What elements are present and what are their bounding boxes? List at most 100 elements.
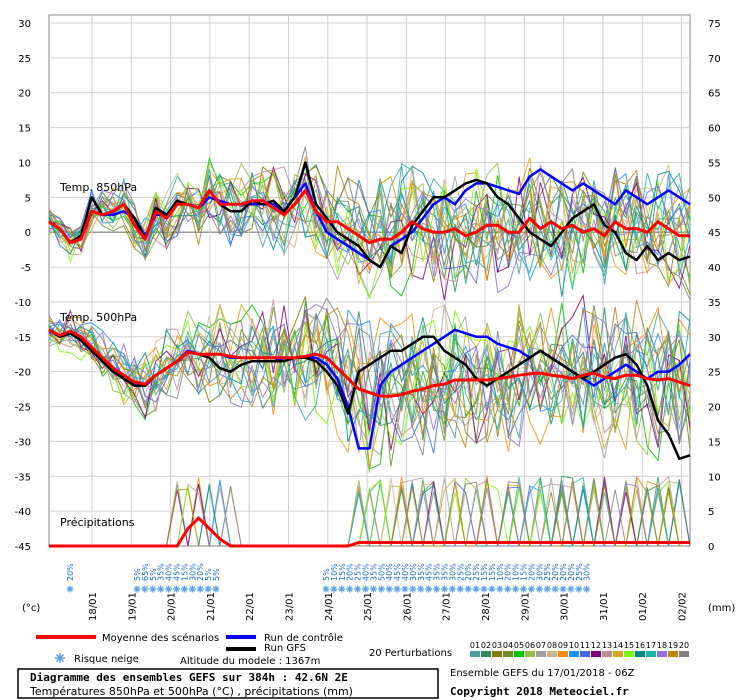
left-tick-label: 25 bbox=[18, 54, 31, 65]
snowflake-stroke bbox=[457, 586, 464, 592]
snow-risk-label: 35% bbox=[417, 563, 426, 581]
snowflake-icon bbox=[567, 585, 575, 593]
snowflake-stroke bbox=[157, 586, 164, 592]
snowflake-stroke bbox=[205, 586, 212, 592]
date-label: 26/01 bbox=[402, 592, 413, 621]
snowflake-icon bbox=[55, 653, 65, 663]
perturbations-label: 20 Perturbations bbox=[369, 648, 452, 659]
snowflake-stroke bbox=[567, 586, 574, 592]
snowflake-stroke bbox=[496, 586, 503, 592]
snowflake-stroke bbox=[575, 586, 582, 592]
snowflake-stroke bbox=[338, 586, 345, 592]
snowflake-stroke bbox=[433, 586, 440, 592]
snowflake-icon bbox=[401, 585, 409, 593]
snowflake-stroke bbox=[520, 586, 527, 592]
snow-risk-label: 10% bbox=[330, 563, 339, 581]
perturbation-swatch bbox=[646, 651, 656, 657]
left-tick-label: -25 bbox=[15, 403, 31, 414]
left-tick-label: 5 bbox=[25, 193, 31, 204]
perturbation-id: 07 bbox=[536, 641, 546, 650]
snowflake-icon bbox=[330, 585, 338, 593]
snowflake-icon bbox=[417, 585, 425, 593]
snow-risk-label: 5% bbox=[212, 568, 221, 581]
perturbation-swatch bbox=[470, 651, 480, 657]
snowflake-icon bbox=[583, 585, 591, 593]
legend-snow-label: Risque neige bbox=[74, 654, 139, 665]
date-label: 31/01 bbox=[599, 592, 610, 621]
snow-risk-label: 10% bbox=[512, 563, 521, 581]
snow-risk-label: 45% bbox=[393, 563, 402, 581]
perturbation-850-line bbox=[48, 166, 691, 301]
snowflake-icon bbox=[141, 585, 149, 593]
snowflake-stroke bbox=[386, 586, 393, 592]
perturbation-id: 15 bbox=[624, 641, 634, 650]
perturbation-id: 09 bbox=[558, 641, 568, 650]
date-label: 01/02 bbox=[638, 592, 649, 621]
date-label: 24/01 bbox=[324, 592, 335, 621]
legend-control-label: Run de contrôle bbox=[264, 632, 343, 644]
snowflake-icon bbox=[338, 585, 346, 593]
perturbation-swatch bbox=[602, 651, 612, 657]
snowflake-icon bbox=[456, 585, 464, 593]
right-tick-label: 45 bbox=[708, 228, 721, 239]
snowflake-icon bbox=[157, 585, 165, 593]
snowflake-icon bbox=[204, 585, 212, 593]
snowflake-stroke bbox=[394, 586, 401, 592]
snow-risk-label: 40% bbox=[401, 563, 410, 581]
snowflake-icon bbox=[354, 585, 362, 593]
snow-risk-label: 40% bbox=[385, 563, 394, 581]
gfs-t850-line bbox=[48, 161, 691, 269]
snowflake-stroke bbox=[354, 586, 361, 592]
perturbation-500-line bbox=[48, 299, 691, 448]
snowflake-icon bbox=[180, 585, 188, 593]
snowflake-icon bbox=[346, 585, 354, 593]
snowflake-icon bbox=[559, 585, 567, 593]
snowflake-icon bbox=[433, 585, 441, 593]
snowflake-icon bbox=[377, 585, 385, 593]
date-label: 28/01 bbox=[481, 592, 492, 621]
perturbation-swatch bbox=[657, 651, 667, 657]
perturbation-swatch bbox=[503, 651, 513, 657]
left-tick-label: -5 bbox=[21, 263, 31, 274]
right-tick-label: 25 bbox=[708, 368, 721, 379]
snow-risk-label: 65% bbox=[141, 563, 150, 581]
mean-precip-line bbox=[49, 515, 690, 548]
snowflake-stroke bbox=[528, 586, 535, 592]
right-tick-label: 40 bbox=[708, 263, 721, 274]
snowflake-icon bbox=[362, 585, 369, 593]
snowflake-stroke bbox=[488, 586, 495, 592]
snowflake-icon bbox=[441, 585, 448, 593]
snowflake-icon bbox=[520, 585, 527, 593]
snowflake-stroke bbox=[370, 586, 377, 592]
snowflake-stroke bbox=[512, 586, 519, 592]
perturbation-swatch bbox=[481, 651, 491, 657]
label-t500: Temp. 500hPa bbox=[59, 311, 137, 324]
snowflake-icon bbox=[464, 585, 472, 593]
snow-risk-label: 25% bbox=[354, 563, 363, 581]
snowflake-stroke bbox=[362, 586, 369, 592]
snowflake-stroke bbox=[425, 586, 432, 592]
perturbation-id: 17 bbox=[646, 641, 656, 650]
snowflake-stroke bbox=[323, 586, 329, 592]
snow-risk-label: 20% bbox=[66, 563, 75, 581]
snow-risk-label: 40% bbox=[165, 563, 174, 581]
snowflake-icon bbox=[196, 585, 204, 593]
date-label: 22/01 bbox=[245, 592, 256, 621]
perturbation-id: 01 bbox=[470, 641, 480, 650]
legend: Moyenne des scénarios Run de contrôle Ru… bbox=[36, 632, 689, 667]
date-label: 02/02 bbox=[678, 592, 689, 621]
perturbation-id: 19 bbox=[668, 641, 678, 650]
snow-risk-label: 5% bbox=[133, 568, 142, 581]
right-tick-label: 10 bbox=[708, 472, 721, 483]
right-tick-label: 15 bbox=[708, 437, 721, 448]
snowflake-stroke bbox=[504, 586, 511, 592]
perturbation-id: 05 bbox=[514, 641, 524, 650]
perturbation-swatch bbox=[624, 651, 634, 657]
right-tick-label: 35 bbox=[708, 298, 721, 309]
right-tick-label: 65 bbox=[708, 89, 721, 100]
snowflake-icon bbox=[133, 585, 141, 593]
perturbation-id: 12 bbox=[591, 641, 601, 650]
snowflake-icon bbox=[149, 585, 157, 593]
snowflake-stroke bbox=[181, 586, 188, 592]
snowflake-icon bbox=[188, 585, 196, 593]
